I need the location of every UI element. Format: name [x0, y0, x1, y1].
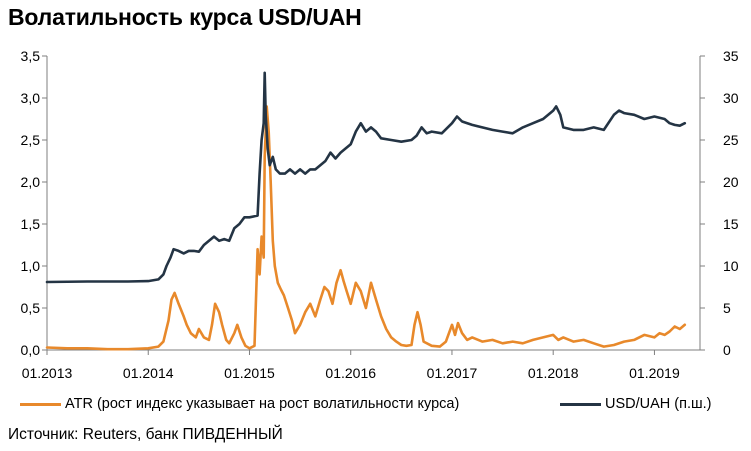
legend-item-atr: ATR (рост индекс указывает на рост волат…: [20, 396, 459, 412]
y-left-tick-label: 2,0: [21, 174, 41, 190]
y-right-tick-label: 5: [723, 300, 731, 316]
x-tick-label: 01.2014: [123, 365, 174, 381]
axes: [42, 55, 705, 355]
y-right-tick-label: 35: [723, 48, 739, 64]
chart-title: Волатильность курса USD/UAH: [8, 4, 362, 30]
source-note: Источник: Reuters, банк ПИВДЕННЫЙ: [8, 426, 283, 443]
legend-label-usd: USD/UAH (п.ш.): [605, 396, 712, 412]
y-left-tick-label: 0,5: [21, 300, 41, 316]
series-line-usd-uah: [45, 71, 687, 284]
legend-line-usd: [560, 402, 601, 406]
x-tick-label: 01.2017: [427, 365, 478, 381]
legend-label-atr: ATR (рост индекс указывает на рост волат…: [65, 396, 460, 412]
y-right-tick-label: 15: [723, 216, 739, 232]
y-left-tick-label: 1,5: [21, 216, 41, 232]
y-left-tick-label: 3,5: [21, 48, 41, 64]
y-right-tick-label: 20: [723, 174, 739, 190]
y-left-tick-label: 1,0: [21, 258, 41, 274]
series-line-atr: [45, 105, 687, 351]
y-right-tick-label: 10: [723, 258, 739, 274]
y-left-tick-label: 3,0: [21, 90, 41, 106]
y-left-tick-label: 2,5: [21, 132, 41, 148]
x-tick-label: 01.2019: [629, 365, 680, 381]
y-right-tick-label: 0: [723, 342, 731, 358]
legend-line-atr: [20, 402, 61, 406]
x-tick-label: 01.2015: [224, 365, 275, 381]
x-tick-label: 01.2013: [22, 365, 73, 381]
series-layer: [45, 71, 687, 351]
legend-item-usd: USD/UAH (п.ш.): [560, 396, 711, 412]
y-right-tick-label: 30: [723, 90, 739, 106]
x-tick-label: 01.2016: [325, 365, 376, 381]
y-left-tick-label: 0,0: [21, 342, 41, 358]
x-tick-label: 01.2018: [528, 365, 579, 381]
y-right-tick-label: 25: [723, 132, 739, 148]
tick-labels: 0,0 0,5 1,0 1,5 2,0 2,5 3,0 3,5 0 5 10 15 20 25 30 35 01…: [21, 48, 739, 381]
